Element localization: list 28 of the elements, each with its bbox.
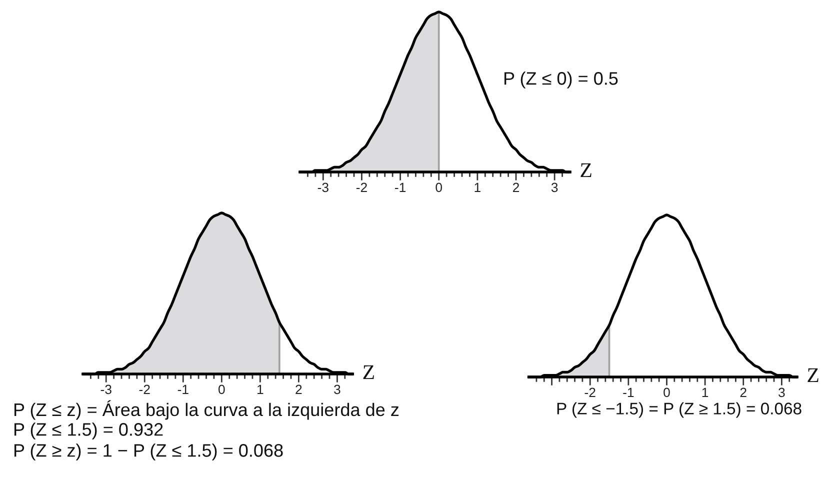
text: P (Z ≤ 1.5) = 0.932 bbox=[14, 422, 163, 440]
x-tick-label: 3 bbox=[551, 182, 558, 192]
x-axis-title: Z bbox=[363, 365, 374, 380]
x-tick-label: 3 bbox=[334, 384, 340, 394]
x-axis-title: Z bbox=[808, 368, 818, 382]
x-tick-label: 3 bbox=[778, 388, 785, 398]
x-axis-title: Z bbox=[580, 163, 592, 178]
x-tick-label: 0 bbox=[436, 182, 442, 192]
x-tick-label: 0 bbox=[218, 384, 225, 394]
x-tick-label: 1 bbox=[258, 384, 264, 394]
text: P (Z ≤ z) = Área bajo la curva a la izquierda de z bbox=[14, 400, 399, 420]
x-tick-label: 1 bbox=[702, 388, 708, 397]
x-tick-label: -3 bbox=[100, 384, 112, 394]
x-tick-label: 0 bbox=[664, 388, 670, 398]
x-tick-label: -1 bbox=[623, 388, 634, 397]
x-tick-label: -1 bbox=[395, 182, 406, 192]
text: P (Z ≤ −1.5) = P (Z ≥ 1.5) = 0.068 bbox=[557, 402, 802, 418]
x-tick-label: -2 bbox=[356, 182, 367, 192]
x-tick-label: 1 bbox=[474, 182, 480, 192]
text: P (Z ≥ z) = 1 − P (Z ≤ 1.5) = 0.068 bbox=[14, 444, 283, 460]
annotation: P (Z ≤ 0) = 0.5 bbox=[504, 72, 618, 88]
x-tick-label: -3 bbox=[318, 182, 328, 192]
x-tick-label: -2 bbox=[139, 384, 150, 394]
x-tick-label: 2 bbox=[512, 182, 520, 192]
x-tick-label: -1 bbox=[178, 384, 188, 394]
x-tick-label: 2 bbox=[296, 384, 302, 394]
x-tick-label: 2 bbox=[740, 388, 746, 397]
x-tick-label: -2 bbox=[584, 388, 596, 397]
